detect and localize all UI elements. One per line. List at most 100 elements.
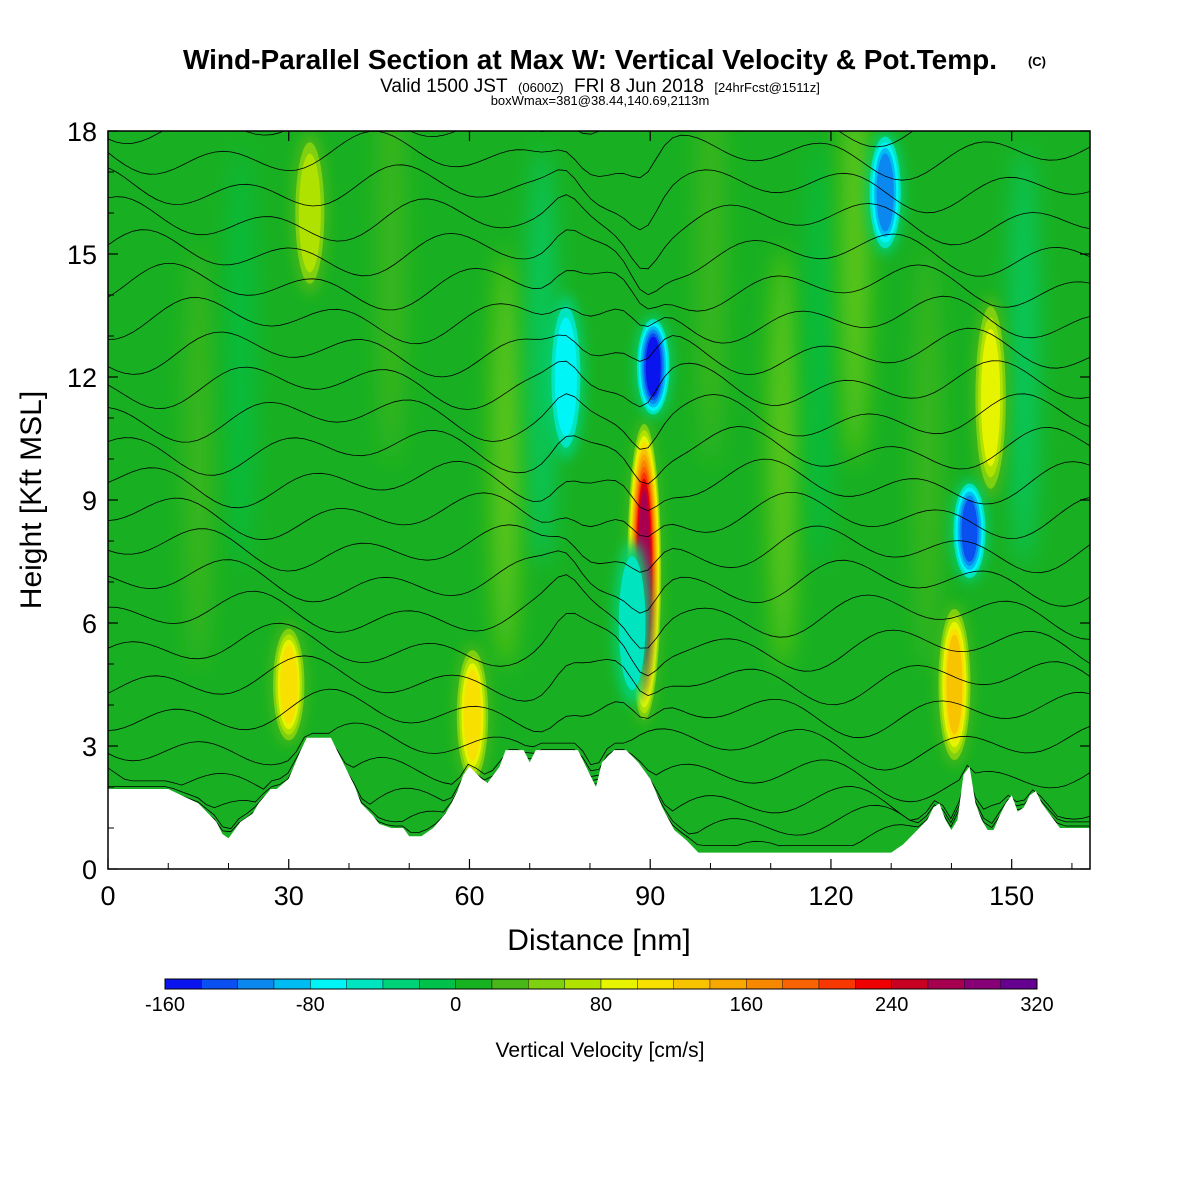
colorbar-swatch <box>964 978 1001 990</box>
colorbar-swatch <box>600 978 638 990</box>
field-band <box>913 249 942 669</box>
field-band <box>226 146 255 567</box>
theta-contour <box>108 739 1090 803</box>
theta-contours <box>108 131 1090 847</box>
colorbar-frame <box>164 978 1038 990</box>
x-tick-label: 120 <box>808 881 853 911</box>
x-tick-label: 150 <box>989 881 1034 911</box>
theta-contour <box>108 327 1090 378</box>
theta-contour <box>108 360 1090 410</box>
colorbar-swatch <box>855 978 892 990</box>
theta-contour <box>108 688 1090 739</box>
y-tick-label: 3 <box>82 732 97 762</box>
y-tick-label: 12 <box>67 363 97 393</box>
colorbar-swatch <box>673 978 711 990</box>
theta-contour <box>108 131 1090 181</box>
updraft-cell <box>936 602 973 767</box>
downdraft-cell-level <box>961 499 978 562</box>
colorbar-swatch <box>419 978 456 990</box>
colorbar-swatch <box>382 978 420 990</box>
theta-contour <box>108 393 1090 450</box>
colorbar-swatch <box>891 978 929 990</box>
chart-title: Wind-Parallel Section at Max W: Vertical… <box>183 44 997 75</box>
colorbar-label: 0 <box>450 994 461 1016</box>
colorbar-swatch <box>528 978 565 990</box>
updraft-cell <box>972 295 1009 500</box>
field-band <box>491 249 520 669</box>
theta-contour <box>108 194 1090 270</box>
downdraft-cell-level <box>645 336 661 397</box>
downdraft-cell <box>951 479 988 582</box>
forecast-info: [24hrFcst@1511z] <box>714 80 819 95</box>
valid-time-line: Valid 1500 JST (0600Z) FRI 8 Jun 2018 [2… <box>380 76 820 97</box>
colorbar-swatch <box>455 978 493 990</box>
theta-contour <box>108 263 1090 312</box>
colorbar-swatch <box>310 978 347 990</box>
colorbar-label: 160 <box>730 994 763 1016</box>
x-tick-label: 90 <box>635 881 665 911</box>
colorbar-swatch <box>273 978 311 990</box>
theta-contour <box>108 524 1090 574</box>
velocity-cells <box>270 131 1009 787</box>
theta-contour <box>108 426 1090 485</box>
updraft-cell-level <box>298 153 321 273</box>
theta-contour <box>108 295 1090 345</box>
plot-area: 0 30 60 90 120 150 0 3 6 9 12 15 18 Distance [nm] H… <box>15 117 1091 957</box>
terrain-mask <box>108 737 1090 869</box>
colorbar-label: 80 <box>590 994 612 1016</box>
updraft-cell <box>270 623 307 746</box>
field-band <box>527 146 556 567</box>
colorbar-swatch <box>237 978 275 990</box>
x-tick-label: 30 <box>274 881 304 911</box>
y-tick-label: 0 <box>82 855 97 885</box>
updraft-cell <box>454 643 491 787</box>
colorbar-swatch <box>1000 978 1038 990</box>
x-tick-label: 0 <box>100 881 115 911</box>
y-tick-label: 15 <box>67 240 97 270</box>
colorbar-label: -160 <box>145 994 185 1016</box>
updraft-cell-level <box>280 645 298 724</box>
colorbar-swatch <box>491 978 529 990</box>
chart-header: Wind-Parallel Section at Max W: Vertical… <box>183 44 1046 108</box>
field-texture <box>184 131 1038 669</box>
theta-contour <box>108 164 1090 231</box>
colorbar-swatch <box>782 978 820 990</box>
field-band <box>184 249 213 669</box>
colorbar-swatches <box>164 978 1038 990</box>
colorbar-swatch <box>927 978 965 990</box>
y-tick-label: 18 <box>67 117 97 147</box>
theta-contour <box>108 458 1090 512</box>
colorbar-swatch <box>564 978 602 990</box>
colorbar-swatch <box>164 978 202 990</box>
updraft-cell-level <box>980 328 1001 467</box>
valid-utc: (0600Z) <box>518 80 564 95</box>
y-tick-label: 6 <box>82 609 97 639</box>
theta-contour <box>108 229 1090 296</box>
colorbar-label: -80 <box>296 994 325 1016</box>
x-axis: 0 30 60 90 120 150 <box>100 131 1073 911</box>
colorbar-swatch <box>818 978 856 990</box>
box-info: boxWmax=381@38.44,140.69,2113m <box>491 93 710 108</box>
updraft-cell-level <box>946 634 963 735</box>
x-tick-label: 60 <box>454 881 484 911</box>
colorbar-swatch <box>201 978 238 990</box>
theta-contour <box>108 722 1090 771</box>
field-band <box>377 131 406 464</box>
field-band <box>804 146 833 567</box>
copyright-mark: (C) <box>1028 54 1046 69</box>
theta-contour <box>108 612 1090 677</box>
theta-contour <box>108 492 1090 541</box>
colorbar-swatch <box>346 978 384 990</box>
downdraft-cell-level <box>554 317 577 437</box>
valid-prefix: Valid 1500 JST <box>380 76 508 97</box>
downdraft-cell <box>635 315 672 418</box>
updraft-cell-level <box>463 669 482 761</box>
valid-date: FRI 8 Jun 2018 <box>574 76 704 97</box>
x-axis-title: Distance [nm] <box>507 924 690 957</box>
y-axis-title: Height [Kft MSL] <box>15 391 48 609</box>
colorbar: -160 -80 0 80 160 240 320 Vertical Velocity [c… <box>145 978 1054 1062</box>
theta-contour <box>108 655 1090 706</box>
colorbar-swatch <box>709 978 747 990</box>
downdraft-cell <box>614 541 651 705</box>
